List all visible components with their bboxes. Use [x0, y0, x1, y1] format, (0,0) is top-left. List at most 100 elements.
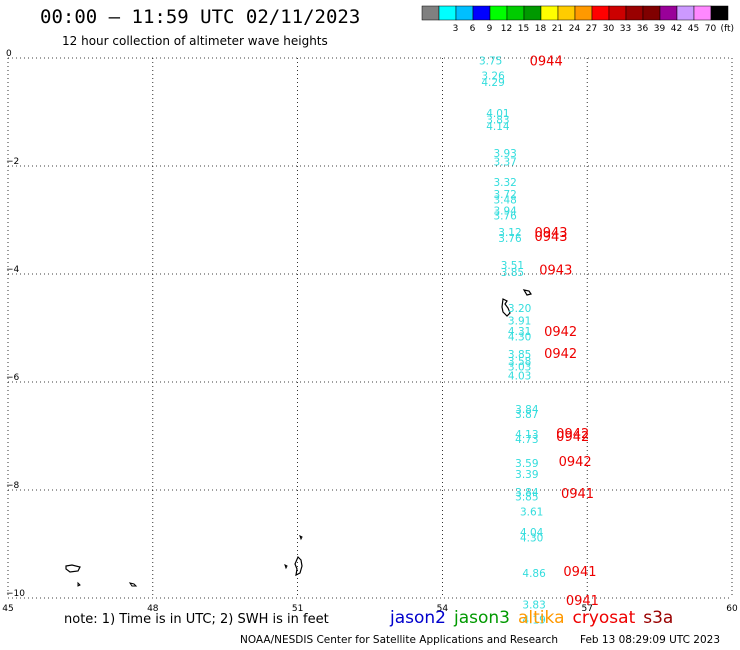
island-outline [299, 535, 303, 541]
island-outline [128, 582, 138, 587]
legend-swatch [693, 5, 712, 21]
legend-tick-label: 42 [671, 24, 682, 34]
y-tick-label: −2 [6, 157, 19, 167]
legend-tick-label: 9 [487, 24, 493, 34]
units-note: note: 1) Time is in UTC; 2) SWH is in fe… [64, 612, 329, 627]
wave-height-label: 3.72 [493, 189, 516, 201]
wave-height-label: 3.87 [515, 409, 538, 421]
legend-swatch [676, 5, 695, 21]
pass-time-label: 0943 [534, 226, 567, 241]
map-title: 00:00 – 11:59 UTC 02/11/2023 [40, 6, 361, 28]
wave-height-label: 3.26 [481, 70, 505, 82]
wave-height-label: 3.84 [515, 487, 539, 499]
map-grid [7, 57, 733, 599]
wave-height-label: 3.12 [498, 227, 521, 239]
wave-height-label: 3.39 [515, 469, 538, 481]
wave-height-label: 3.48 [493, 194, 516, 206]
y-tick-label: 0 [6, 49, 12, 59]
legend-tick-label: 39 [654, 24, 666, 34]
legend-tick-label: 30 [603, 24, 615, 34]
x-tick-label: 57 [581, 604, 592, 614]
legend-swatch [591, 5, 610, 21]
wave-height-label: 3.94 [493, 205, 517, 217]
wave-height-label: 4.13 [515, 429, 538, 441]
legend-tick-label: 33 [620, 24, 631, 34]
legend-tick-label: 70 [705, 24, 717, 34]
pass-time-labels: 0944094309430943094209420942094209420941… [530, 55, 599, 609]
x-tick-label: 45 [2, 604, 13, 614]
legend-swatch [574, 5, 593, 21]
wave-height-label: 3.91 [508, 315, 531, 327]
y-tick-label: −4 [6, 265, 20, 275]
wave-height-label: 4.86 [522, 568, 546, 580]
legend-swatch [659, 5, 678, 21]
wave-height-label: 3.76 [493, 211, 517, 223]
wave-height-label: 3.59 [515, 458, 538, 470]
pass-time-label: 0941 [563, 565, 596, 580]
wave-height-label: 4.04 [520, 527, 544, 539]
wave-height-label: 3.84 [515, 404, 539, 416]
wave-height-label: 3.75 [479, 56, 502, 68]
mission-label-cryosat: cryosat [572, 608, 636, 628]
legend-swatch [625, 5, 644, 21]
wave-height-label: 3.76 [498, 233, 522, 245]
wave-height-label: 4.29 [481, 77, 504, 89]
wave-height-label: 3.51 [501, 260, 524, 272]
y-tick-label: −8 [6, 481, 20, 491]
wave-height-label: 3.58 [508, 356, 531, 368]
y-tick-label: −6 [6, 373, 20, 383]
island-outline [294, 555, 303, 577]
wave-height-label: 4.01 [486, 108, 509, 120]
legend-swatch [455, 5, 474, 21]
wave-height-label: 3.85 [515, 491, 538, 503]
legend-tick-label: 27 [586, 24, 597, 34]
wave-height-label: 3.85 [501, 267, 524, 279]
legend-swatch [642, 5, 661, 21]
wave-height-label: 4.30 [508, 332, 531, 344]
wave-height-label: 4.30 [520, 533, 543, 545]
x-tick-label: 51 [292, 604, 303, 614]
wave-height-label: 3.93 [493, 148, 516, 160]
mission-label-jason2: jason2 [390, 608, 446, 628]
wave-height-label: 3.61 [520, 507, 543, 519]
wave-height-label: 3.20 [508, 303, 531, 315]
legend-swatch [506, 5, 525, 21]
legend-unit: (ft) [720, 24, 734, 34]
color-legend: 3 6 9 12 15 18 21 24 27 30 33 36 39 42 45 70 (ft) [421, 5, 734, 34]
legend-swatch [540, 5, 559, 21]
legend-tick-label: 45 [688, 24, 699, 34]
axis-tick-labels: 45 48 51 54 57 60 0 −2 −4 −6 −8 −10 [2, 49, 738, 614]
wave-height-label: 3.83 [522, 599, 545, 611]
legend-swatch [489, 5, 508, 21]
mission-label-jason3: jason3 [454, 608, 510, 628]
island-outline [65, 564, 81, 573]
legend-swatch [438, 5, 457, 21]
legend-swatch [523, 5, 542, 21]
mission-label-s3a: s3a [643, 608, 674, 628]
wave-height-label: 3.37 [493, 157, 516, 169]
wave-height-label: 4.19 [522, 615, 545, 627]
legend-tick-label: 18 [535, 24, 547, 34]
pass-time-label: 0941 [561, 487, 594, 502]
legend-tick-label: 24 [569, 24, 581, 34]
wave-height-label: 4.14 [486, 121, 510, 133]
legend-swatch [557, 5, 576, 21]
x-tick-label: 54 [437, 604, 449, 614]
island-outline [77, 581, 81, 587]
legend-swatch [421, 5, 440, 21]
wave-height-label: 3.32 [493, 177, 516, 189]
legend-tick-label: 21 [552, 24, 563, 34]
legend-tick-label: 36 [637, 24, 649, 34]
pass-time-label: 0941 [566, 594, 599, 609]
legend-swatch [472, 5, 491, 21]
y-tick-label: −10 [6, 589, 25, 599]
pass-time-label: 0942 [556, 430, 589, 445]
island-outline [522, 289, 532, 296]
map-subtitle: 12 hour collection of altimeter wave hei… [62, 34, 328, 48]
pass-time-label: 0942 [559, 455, 592, 470]
pass-time-label: 0942 [544, 347, 577, 362]
pass-time-label: 0944 [530, 55, 563, 70]
pass-time-label: 0942 [556, 427, 589, 442]
